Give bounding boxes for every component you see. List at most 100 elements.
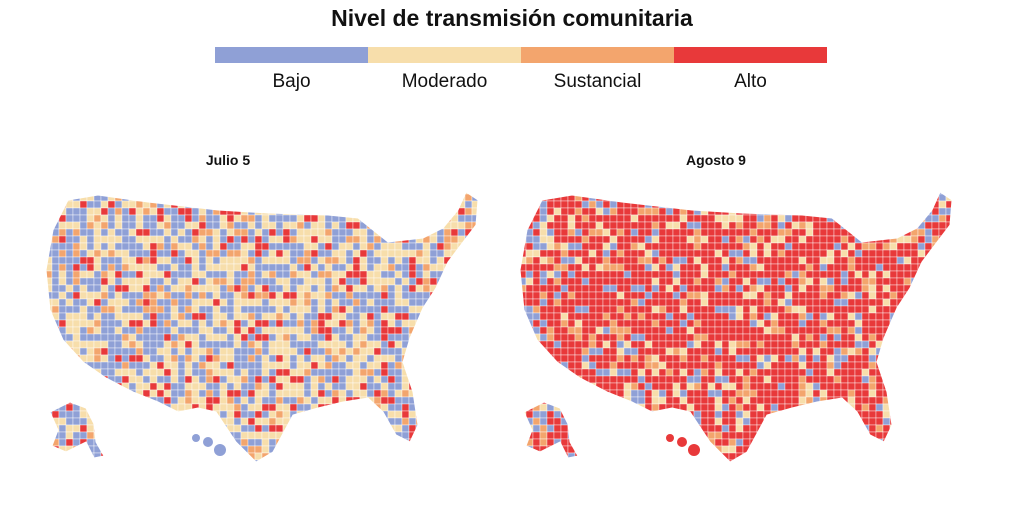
county-cell — [525, 368, 534, 377]
county-cell — [917, 270, 926, 279]
county-cell — [812, 249, 821, 258]
county-cell — [415, 396, 424, 405]
county-cell — [532, 410, 541, 419]
county-cell — [108, 180, 115, 187]
county-cell — [359, 298, 368, 307]
county-cell — [819, 228, 828, 237]
county-cell — [714, 249, 723, 258]
county-cell — [107, 452, 116, 461]
county-cell — [805, 326, 814, 335]
county-cell — [742, 319, 751, 328]
county-cell — [254, 340, 263, 349]
county-cell — [756, 235, 765, 244]
county-cell — [46, 277, 53, 286]
county-cell — [479, 341, 486, 348]
county-cell — [651, 277, 660, 286]
county-cell — [170, 333, 179, 342]
county-cell — [735, 228, 744, 237]
county-cell — [436, 459, 445, 462]
us-county-map-julio — [38, 180, 486, 474]
county-cell — [38, 411, 45, 418]
county-cell — [532, 270, 541, 279]
county-cell — [679, 410, 688, 419]
county-cell — [191, 333, 200, 342]
county-cell — [742, 333, 751, 342]
county-cell — [700, 228, 709, 237]
county-cell — [170, 284, 179, 293]
county-cell — [415, 221, 424, 230]
county-cell — [939, 180, 946, 187]
county-cell — [212, 312, 221, 321]
county-cell — [163, 207, 172, 216]
county-cell — [840, 326, 849, 335]
county-cell — [317, 459, 326, 462]
county-cell — [553, 410, 562, 419]
county-cell — [450, 305, 459, 314]
county-cell — [840, 347, 849, 356]
county-cell — [282, 305, 291, 314]
county-cell — [268, 256, 277, 265]
county-cell — [275, 452, 284, 461]
county-cell — [882, 284, 891, 293]
county-cell — [226, 270, 235, 279]
county-cell — [525, 249, 534, 258]
county-cell — [444, 467, 451, 474]
county-cell — [135, 368, 144, 377]
county-cell — [693, 270, 702, 279]
county-cell — [38, 180, 45, 187]
county-cell — [93, 417, 102, 426]
county-cell — [826, 207, 835, 216]
county-cell — [338, 200, 347, 209]
county-cell — [156, 326, 165, 335]
county-cell — [791, 312, 800, 321]
county-cell — [114, 200, 123, 209]
county-cell — [728, 396, 737, 405]
county-cell — [581, 326, 590, 335]
county-cell — [324, 291, 333, 300]
county-cell — [198, 249, 207, 258]
county-cell — [373, 235, 382, 244]
county-cell — [380, 424, 389, 433]
county-cell — [135, 396, 144, 405]
county-cell — [240, 305, 249, 314]
county-cell — [707, 326, 716, 335]
county-cell — [826, 235, 835, 244]
county-cell — [128, 207, 137, 216]
county-cell — [728, 277, 737, 286]
county-cell — [240, 221, 249, 230]
county-cell — [240, 438, 249, 447]
county-cell — [763, 193, 772, 202]
county-cell — [135, 459, 144, 462]
county-cell — [791, 319, 800, 328]
county-cell — [471, 347, 478, 356]
county-cell — [532, 193, 541, 202]
county-cell — [464, 200, 473, 209]
county-cell — [721, 375, 730, 384]
county-cell — [763, 256, 772, 265]
county-cell — [233, 192, 242, 195]
county-cell — [191, 347, 200, 356]
county-cell — [142, 417, 151, 426]
county-cell — [756, 228, 765, 237]
county-cell — [310, 263, 319, 272]
county-cell — [177, 291, 186, 300]
county-cell — [868, 298, 877, 307]
county-cell — [100, 326, 109, 335]
county-cell — [212, 431, 221, 440]
county-cell — [324, 452, 333, 461]
county-cell — [672, 333, 681, 342]
county-cell — [233, 193, 242, 202]
county-cell — [714, 361, 723, 370]
county-cell — [623, 242, 632, 251]
county-cell — [184, 263, 193, 272]
county-cell — [415, 270, 424, 279]
county-cell — [100, 333, 109, 342]
county-cell — [100, 249, 109, 258]
county-cell — [931, 354, 940, 363]
county-cell — [770, 312, 779, 321]
county-cell — [317, 298, 326, 307]
county-cell — [282, 403, 291, 412]
county-cell — [903, 375, 912, 384]
county-cell — [512, 404, 519, 411]
county-cell — [693, 305, 702, 314]
